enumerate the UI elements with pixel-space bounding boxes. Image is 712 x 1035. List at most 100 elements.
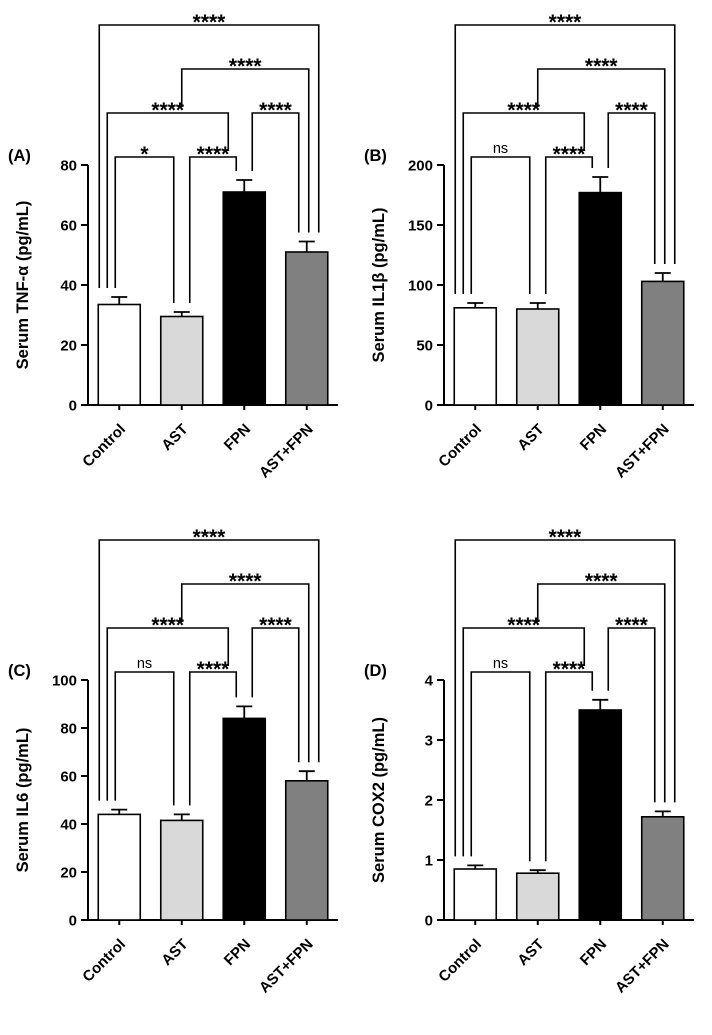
significance-label: **** [553,143,587,166]
significance-label: **** [553,658,587,681]
y-tick-label: 2 [425,793,433,810]
bar-AST [515,872,560,921]
y-tick-label: 50 [416,338,433,355]
y-tick-label: 1 [425,853,433,870]
bar-Control [97,303,142,406]
significance-label: **** [615,614,649,637]
panel-D: 0 1 2 3 4 Serum COX2 (pg/mL) (D) Control AST FPN A… [356,515,712,1030]
bars-group: Control AST FPN AST+FPN [79,179,329,481]
significance-bracket [544,156,594,294]
bar-AST+FPN [284,779,329,921]
panel-label: (D) [364,662,387,680]
panel-a-chart: 0 20 40 60 80 Serum TNF-α (pg/mL) (A) Control AS… [8,11,338,481]
significance-group: ns ******** ************ [454,526,676,862]
panel-A: 0 20 40 60 80 Serum TNF-α (pg/mL) (A) Control AS… [0,0,356,515]
significance-bracket [114,671,175,806]
significance-label: **** [259,99,293,122]
x-tick-label: AST [158,936,191,969]
bar-Control [97,813,142,921]
significance-label: **** [549,11,583,34]
significance-group: ns ******** ************ [98,526,320,806]
bars-group: Control AST FPN AST+FPN [435,698,685,997]
significance-bracket [98,24,320,288]
panel-B: 0 50 100 150 200 Serum IL1β (pg/mL) (B) Control… [356,0,712,515]
bar-Control [453,868,498,921]
y-tick-label: 0 [69,398,77,415]
bars-group: Control AST FPN AST+FPN [435,176,685,481]
y-tick-label: 0 [425,398,433,415]
bar-FPN [578,191,623,406]
y-axis-title: Serum COX2 (pg/mL) [370,717,388,883]
significance-bracket [454,539,676,857]
panel-d-chart: 0 1 2 3 4 Serum COX2 (pg/mL) (D) Control AST FPN A… [364,526,694,997]
y-tick-label: 20 [60,338,77,355]
y-tick-label: 200 [408,158,433,175]
significance-bracket [106,627,230,801]
panel-b-chart: 0 50 100 150 200 Serum IL1β (pg/mL) (B) Control… [364,11,694,481]
x-tick-label: FPN [221,936,254,969]
significance-label: **** [193,526,227,549]
y-tick-label: 3 [425,733,433,750]
panel-C: 0 20 40 60 80 100 Serum IL6 (pg/mL) (C) Control A… [0,515,356,1030]
bar-AST [159,315,204,406]
significance-bracket [106,112,230,288]
bar-AST+FPN [640,280,685,406]
bar-Control [453,306,498,406]
significance-bracket [251,112,300,233]
significance-bracket [98,539,320,801]
y-tick-label: 100 [408,278,433,295]
panel-label: (C) [8,662,31,680]
y-tick-label: 4 [425,673,434,690]
bar-AST [515,308,560,406]
bar-AST+FPN [640,815,685,921]
significance-label: **** [507,99,541,122]
x-tick-label: AST [514,421,547,454]
significance-label: **** [229,55,263,78]
axes: 0 20 40 60 80 Serum TNF-α (pg/mL) (A) [8,147,338,415]
significance-bracket [470,671,531,862]
significance-bracket [188,671,238,806]
y-axis-title: Serum TNF-α (pg/mL) [14,201,32,370]
significance-bracket [188,156,238,303]
significance-bracket [462,112,586,294]
x-tick-label: FPN [577,936,610,969]
significance-label: ns [137,656,152,672]
significance-bracket [180,68,310,233]
x-tick-label: AST+FPN [256,936,317,997]
y-tick-label: 150 [408,218,433,235]
x-tick-label: Control [435,936,485,986]
y-tick-label: 20 [60,865,77,882]
bar-FPN [222,191,267,406]
significance-group: ns ******** ************ [454,11,676,294]
significance-label: **** [193,11,227,34]
x-tick-label: AST [514,936,547,969]
x-tick-label: FPN [221,421,254,454]
x-tick-label: Control [79,936,129,986]
bar-FPN [222,717,267,921]
y-tick-label: 100 [52,673,77,690]
significance-bracket [251,627,300,763]
y-tick-label: 40 [60,817,77,834]
significance-label: **** [197,143,231,166]
significance-label: **** [259,614,293,637]
significance-bracket [607,627,656,803]
y-tick-label: 60 [60,769,77,786]
significance-label: **** [197,658,231,681]
significance-bracket [462,627,586,857]
x-tick-label: AST+FPN [612,936,673,997]
significance-label: **** [151,614,185,637]
significance-label: **** [615,99,649,122]
y-tick-label: 0 [425,913,433,930]
y-axis-title: Serum IL1β (pg/mL) [370,208,388,363]
panel-c-chart: 0 20 40 60 80 100 Serum IL6 (pg/mL) (C) Control A… [8,526,338,997]
y-tick-label: 0 [69,913,77,930]
significance-label: ns [493,656,508,672]
significance-bracket [607,112,656,264]
y-axis-title: Serum IL6 (pg/mL) [14,728,32,873]
significance-bracket [536,68,666,264]
panel-label: (B) [364,147,387,165]
x-tick-label: Control [435,421,485,471]
bars-group: Control AST FPN AST+FPN [79,705,329,997]
significance-label: * [140,143,149,166]
